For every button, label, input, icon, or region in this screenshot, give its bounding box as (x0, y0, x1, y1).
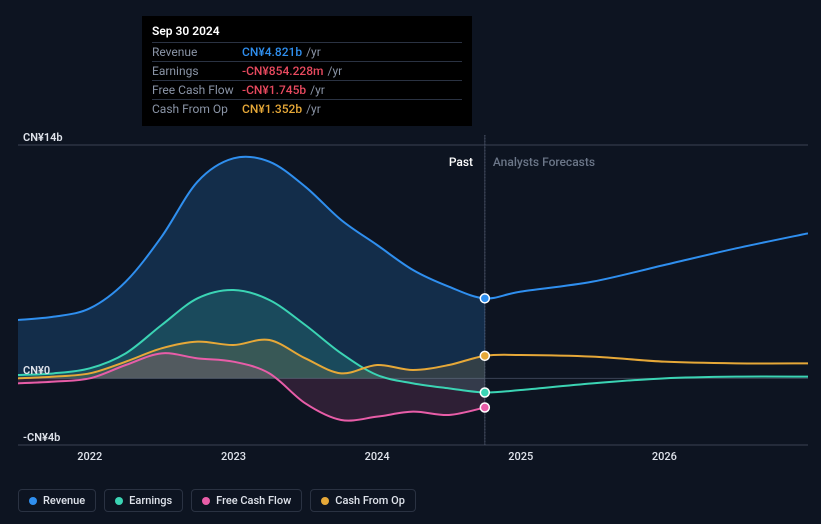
tooltip-row-label: Free Cash Flow (152, 83, 242, 97)
y-axis-label: CN¥14b (23, 131, 63, 144)
tooltip-row-unit: /yr (306, 45, 321, 59)
past-label: Past (449, 155, 473, 169)
tooltip-row: RevenueCN¥4.821b/yr (152, 42, 462, 61)
legend-dot-icon (202, 497, 210, 505)
legend-item-cash-from-op[interactable]: Cash From Op (310, 489, 416, 512)
tooltip-row-value: CN¥1.352b (242, 102, 302, 116)
legend-dot-icon (29, 497, 37, 505)
legend-label: Cash From Op (335, 494, 405, 507)
tooltip-row-label: Revenue (152, 45, 242, 59)
chart-container: Past Analysts Forecasts 2022202320242025… (18, 120, 808, 450)
x-axis-label: 2026 (652, 450, 677, 463)
legend-label: Revenue (43, 494, 85, 507)
y-axis-label: -CN¥4b (23, 431, 60, 444)
tooltip-row-value: CN¥4.821b (242, 45, 302, 59)
chart-svg[interactable] (18, 120, 808, 460)
tooltip-row-label: Earnings (152, 64, 242, 78)
tooltip-row: Cash From OpCN¥1.352b/yr (152, 99, 462, 118)
y-axis-label: CN¥0 (23, 364, 50, 377)
x-axis-label: 2025 (508, 450, 533, 463)
tooltip-row-unit: /yr (306, 102, 321, 116)
legend-item-revenue[interactable]: Revenue (18, 489, 96, 512)
x-axis-label: 2023 (221, 450, 246, 463)
forecast-label: Analysts Forecasts (493, 155, 595, 169)
legend: Revenue Earnings Free Cash Flow Cash From O… (18, 489, 416, 512)
tooltip-rows: RevenueCN¥4.821b/yrEarnings-CN¥854.228m/… (152, 42, 462, 118)
tooltip-date: Sep 30 2024 (152, 24, 462, 38)
tooltip-row-unit: /yr (310, 83, 325, 97)
legend-label: Free Cash Flow (216, 494, 291, 507)
legend-item-earnings[interactable]: Earnings (104, 489, 183, 512)
tooltip-row-value: -CN¥854.228m (242, 64, 324, 78)
chart-tooltip: Sep 30 2024 RevenueCN¥4.821b/yrEarnings-… (142, 16, 472, 126)
x-axis-label: 2024 (365, 450, 390, 463)
legend-item-free-cash-flow[interactable]: Free Cash Flow (191, 489, 302, 512)
tooltip-row-unit: /yr (328, 64, 343, 78)
tooltip-row-label: Cash From Op (152, 102, 242, 116)
tooltip-row-value: -CN¥1.745b (242, 83, 306, 97)
tooltip-row: Free Cash Flow-CN¥1.745b/yr (152, 80, 462, 99)
legend-dot-icon (115, 497, 123, 505)
legend-dot-icon (321, 497, 329, 505)
tooltip-row: Earnings-CN¥854.228m/yr (152, 61, 462, 80)
x-axis-label: 2022 (77, 450, 102, 463)
legend-label: Earnings (129, 494, 172, 507)
